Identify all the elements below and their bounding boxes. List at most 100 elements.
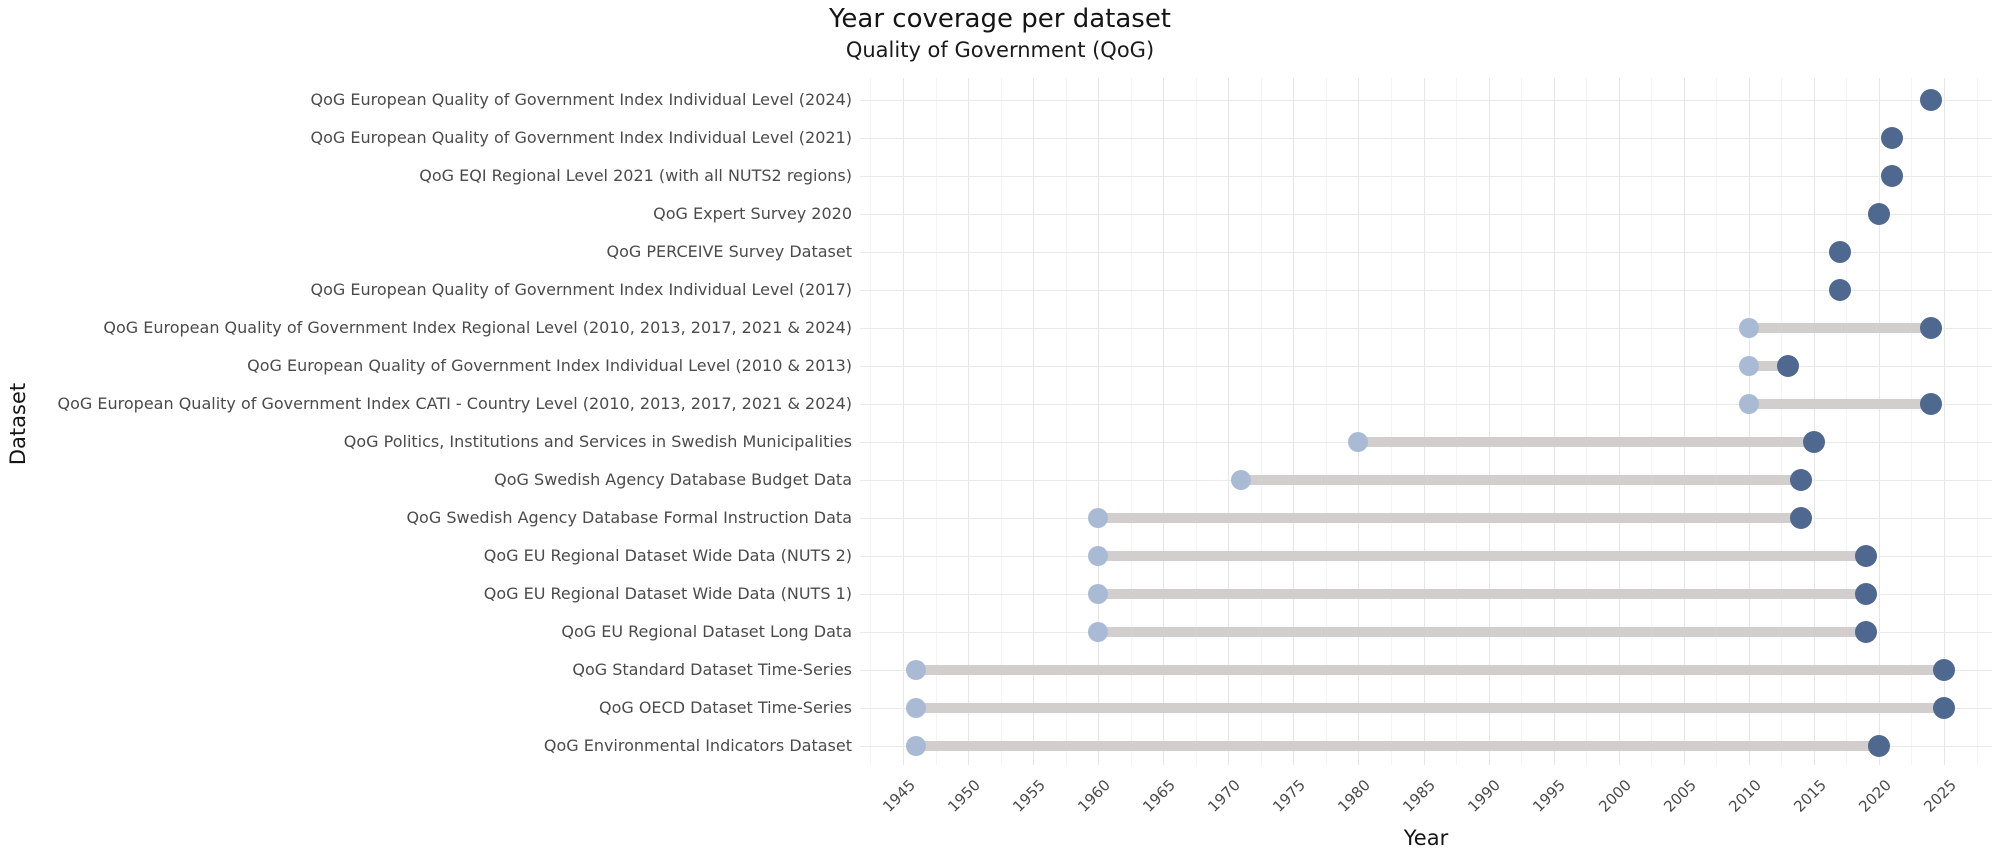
row-gridline <box>860 214 1992 215</box>
range-bar <box>1241 475 1801 485</box>
range-bar <box>916 703 1944 713</box>
grid-v-minor <box>1456 78 1458 765</box>
row-label: QoG EU Regional Dataset Long Data <box>561 622 852 641</box>
row-label: QoG Expert Survey 2020 <box>653 204 852 223</box>
chart-title: Year coverage per dataset <box>828 4 1172 34</box>
row-gridline <box>860 328 1992 329</box>
end-dot <box>1802 431 1825 453</box>
row-label: QoG EU Regional Dataset Wide Data (NUTS … <box>483 546 852 565</box>
grid-v-minor <box>1000 78 1002 765</box>
row-label: QoG Politics, Institutions and Services … <box>343 432 852 451</box>
grid-v-minor <box>1586 78 1588 765</box>
grid-v-major <box>1878 78 1880 765</box>
grid-v-minor <box>1651 78 1653 765</box>
row-label: QoG Environmental Indicators Dataset <box>543 736 852 755</box>
row-gridline <box>860 290 1992 291</box>
range-bar <box>1748 399 1931 409</box>
grid-v-major <box>1423 78 1425 765</box>
grid-v-minor <box>935 78 937 765</box>
grid-v-major <box>1748 78 1750 765</box>
row-label: QoG European Quality of Government Index… <box>103 318 852 337</box>
end-dot <box>1867 735 1890 757</box>
x-tick-label: 2000 <box>1594 776 1635 816</box>
grid-v-major <box>1228 78 1230 765</box>
grid-v-major <box>1813 78 1815 765</box>
x-tick-label: 2025 <box>1919 776 1960 816</box>
end-dot <box>1919 89 1942 111</box>
grid-v-major <box>968 78 970 765</box>
grid-v-major <box>1163 78 1165 765</box>
start-dot <box>1088 584 1109 604</box>
grid-v-minor <box>1716 78 1718 765</box>
x-tick-label: 1985 <box>1399 776 1440 816</box>
x-tick-label: 1950 <box>944 776 984 816</box>
grid-v-major <box>903 78 904 765</box>
end-dot <box>1880 165 1903 187</box>
x-axis-title: Year <box>1403 826 1449 850</box>
grid-v-major <box>1944 78 1945 765</box>
grid-v-minor <box>1976 78 1978 765</box>
start-dot <box>1088 508 1109 528</box>
end-dot <box>1828 241 1851 263</box>
x-tick-label: 2015 <box>1789 776 1830 816</box>
grid-v-minor <box>1325 78 1327 765</box>
row-gridline <box>860 176 1992 177</box>
x-tick-label: 1975 <box>1269 776 1310 816</box>
grid-v-minor <box>1846 78 1848 765</box>
grid-v-minor <box>1781 78 1783 765</box>
start-dot <box>1348 432 1369 452</box>
row-label: QoG European Quality of Government Index… <box>310 128 852 147</box>
range-bar <box>1098 589 1866 599</box>
x-tick-label: 1980 <box>1334 776 1375 816</box>
x-tick-label: 1965 <box>1139 776 1179 816</box>
start-dot <box>906 660 926 680</box>
row-gridline <box>860 100 1992 101</box>
x-tick-label: 2020 <box>1854 776 1895 816</box>
chart-subtitle: Quality of Government (QoG) <box>845 38 1155 62</box>
row-label: QoG Standard Dataset Time-Series <box>572 660 852 679</box>
x-tick-label: 1970 <box>1204 776 1245 816</box>
row-label: QoG European Quality of Government Index… <box>247 356 852 375</box>
grid-v-minor <box>1065 78 1067 765</box>
end-dot <box>1854 621 1877 643</box>
x-tick-label: 1955 <box>1009 776 1049 816</box>
row-label: QoG European Quality of Government Index… <box>310 280 852 299</box>
x-tick-label: 2010 <box>1724 776 1765 816</box>
end-dot <box>1867 203 1890 225</box>
start-dot <box>1738 394 1759 414</box>
range-bar <box>916 665 1944 675</box>
start-dot <box>1088 622 1109 642</box>
grid-v-minor <box>1911 78 1913 765</box>
row-gridline <box>860 404 1992 405</box>
grid-v-major <box>1683 78 1685 765</box>
row-label: QoG Swedish Agency Database Formal Instr… <box>406 508 852 527</box>
range-bar <box>1098 513 1801 523</box>
range-bar <box>1358 437 1814 447</box>
end-dot <box>1789 507 1812 529</box>
row-label: QoG Swedish Agency Database Budget Data <box>494 470 852 489</box>
start-dot <box>1738 318 1759 338</box>
grid-v-minor <box>1521 78 1523 765</box>
grid-v-minor <box>1390 78 1392 765</box>
row-label: QoG European Quality of Government Index… <box>310 90 852 109</box>
end-dot <box>1933 697 1955 719</box>
row-gridline <box>860 366 1992 367</box>
grid-v-major <box>1358 78 1360 765</box>
end-dot <box>1933 659 1955 681</box>
end-dot <box>1919 393 1942 415</box>
grid-v-minor <box>1130 78 1132 765</box>
range-bar <box>1098 627 1866 637</box>
row-label: QoG EU Regional Dataset Wide Data (NUTS … <box>483 584 852 603</box>
end-dot <box>1919 317 1942 339</box>
row-label: QoG European Quality of Government Index… <box>57 394 852 413</box>
row-label: QoG OECD Dataset Time-Series <box>598 698 852 717</box>
start-dot <box>1088 546 1109 566</box>
grid-v-major <box>1553 78 1555 765</box>
x-tick-label: 1995 <box>1529 776 1570 816</box>
end-dot <box>1880 127 1903 149</box>
row-label: QoG PERCEIVE Survey Dataset <box>606 242 852 261</box>
range-bar <box>1748 323 1931 333</box>
start-dot <box>1231 470 1252 490</box>
grid-v-major <box>1098 78 1100 765</box>
